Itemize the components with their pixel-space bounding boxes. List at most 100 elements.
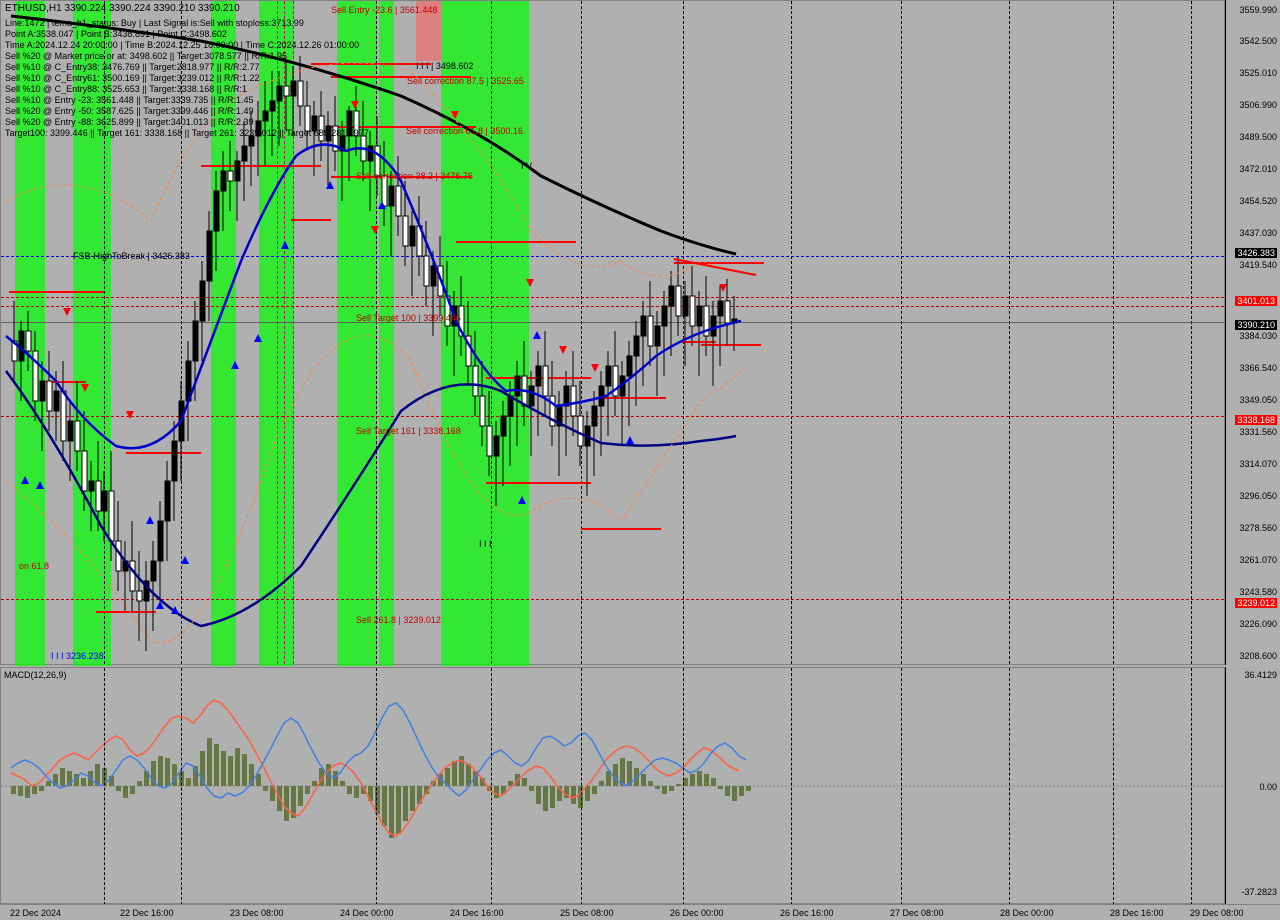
price-tick: 3384.030 (1239, 331, 1277, 341)
time-tick: 27 Dec 08:00 (890, 908, 944, 918)
price-tick: 3559.990 (1239, 5, 1277, 15)
overlay-label: Sell Target 100 | 3399.446 (356, 313, 461, 323)
envelope-lower (6, 335, 741, 642)
arrow-up-icon (146, 516, 154, 524)
price-tick: 3401.013 (1235, 296, 1277, 306)
macd-vline (1113, 668, 1114, 905)
price-tick: 3525.010 (1239, 68, 1277, 78)
price-tick: 3208.600 (1239, 651, 1277, 661)
price-tick: 3296.050 (1239, 491, 1277, 501)
price-axis: 3559.990 3542.500 3525.010 3506.990 3489.500… (1225, 0, 1280, 665)
price-tick: 3390.210 (1235, 320, 1277, 330)
info-line: Sell %10 @ C_Entry38: 3476.769 || Target… (5, 62, 259, 72)
arrow-up-icon (171, 606, 179, 614)
arrow-down-icon (63, 308, 71, 316)
overlay-label: I V (521, 161, 532, 171)
price-tick: 3331.560 (1239, 427, 1277, 437)
macd-vline (491, 668, 492, 905)
info-line: Line:1472 | tema_h1_status: Buy | Last S… (5, 18, 304, 28)
ma-fast-line (6, 145, 741, 449)
arrow-up-icon (36, 481, 44, 489)
info-line: Point A:3538.047 | Point B:3438.891 | Po… (5, 29, 227, 39)
info-line: Sell %20 @ Market price or at: 3498.602 … (5, 51, 287, 61)
macd-vline (901, 668, 902, 905)
time-tick: 22 Dec 2024 (10, 908, 61, 918)
macd-vline (1191, 668, 1192, 905)
overlay-label: Sell correction 38.2 | 3476.76 (356, 171, 473, 181)
main-price-chart[interactable]: ETHUSD,H1 3390.224 3390.224 3390.210 339… (0, 0, 1225, 665)
ma-slow-line (6, 371, 736, 626)
arrow-down-icon (591, 364, 599, 372)
time-tick: 22 Dec 16:00 (120, 908, 174, 918)
price-tick: 3437.030 (1239, 228, 1277, 238)
time-tick: 23 Dec 08:00 (230, 908, 284, 918)
overlay-label: Sell Target 161 | 3338.168 (356, 426, 461, 436)
macd-panel[interactable]: MACD(12,26,9) (0, 667, 1225, 904)
overlay-label: Sell correction 87.5 | 3525.65 (407, 76, 524, 86)
overlay-label: Sell correction 61.8 | 3500.16 (406, 126, 523, 136)
arrow-up-icon (21, 476, 29, 484)
overlay-label: on 61.8 (19, 561, 49, 571)
overlay-label: FSB-HighToBreak | 3426.383 (73, 251, 190, 261)
arrow-up-icon (326, 181, 334, 189)
overlay-label: Sell 261.8 | 3239.012 (356, 615, 441, 625)
info-line: Sell %20 @ Entry -50: 3587.625 || Target… (5, 106, 253, 116)
macd-svg (1, 668, 1226, 905)
price-tick: 3278.560 (1239, 523, 1277, 533)
chart-title: ETHUSD,H1 3390.224 3390.224 3390.210 339… (5, 3, 240, 14)
info-line: Time A:2024.12.24 20:00:00 | Time B:2024… (5, 40, 359, 50)
price-tick: 3239.012 (1235, 598, 1277, 608)
price-tick: 3426.383 (1235, 248, 1277, 258)
arrow-up-icon (254, 334, 262, 342)
price-tick: 3454.520 (1239, 196, 1277, 206)
arrow-down-icon (526, 279, 534, 287)
info-line: Sell %10 @ C_Entry61: 3500.169 || Target… (5, 73, 259, 83)
arrow-down-icon (719, 284, 727, 292)
macd-tick: 36.4129 (1244, 670, 1277, 680)
macd-vline (104, 668, 105, 905)
arrow-up-icon (181, 556, 189, 564)
info-line: Target100: 3399.446 || Target 161: 3338.… (5, 128, 369, 138)
arrow-up-icon (378, 201, 386, 209)
arrow-down-icon (371, 226, 379, 234)
overlay-label: I I I 3236.238 (51, 651, 104, 661)
macd-axis: 36.4129 0.00 -37.2823 (1225, 667, 1280, 904)
time-tick: 28 Dec 16:00 (1110, 908, 1164, 918)
time-tick: 26 Dec 16:00 (780, 908, 834, 918)
price-tick: 3472.010 (1239, 164, 1277, 174)
macd-vline (181, 668, 182, 905)
macd-vline (791, 668, 792, 905)
time-tick: 28 Dec 00:00 (1000, 908, 1054, 918)
price-tick: 3419.540 (1239, 260, 1277, 270)
macd-vline (683, 668, 684, 905)
price-tick: 3542.500 (1239, 36, 1277, 46)
arrow-down-icon (559, 346, 567, 354)
info-line: Sell %10 @ Entry -23: 3561.448 || Target… (5, 95, 253, 105)
macd-vline (376, 668, 377, 905)
macd-tick: 0.00 (1259, 782, 1277, 792)
arrow-up-icon (156, 601, 164, 609)
time-tick: 24 Dec 16:00 (450, 908, 504, 918)
macd-tick: -37.2823 (1241, 887, 1277, 897)
time-tick: 24 Dec 00:00 (340, 908, 394, 918)
arrow-down-icon (81, 384, 89, 392)
arrow-down-icon (351, 101, 359, 109)
time-tick: 25 Dec 08:00 (560, 908, 614, 918)
macd-vline (581, 668, 582, 905)
time-tick: 26 Dec 00:00 (670, 908, 724, 918)
chart-container: ETHUSD,H1 3390.224 3390.224 3390.210 339… (0, 0, 1280, 920)
arrow-up-icon (231, 361, 239, 369)
arrow-up-icon (626, 436, 634, 444)
price-tick: 3226.090 (1239, 619, 1277, 629)
arrow-up-icon (281, 241, 289, 249)
price-tick: 3314.070 (1239, 459, 1277, 469)
arrow-up-icon (518, 496, 526, 504)
time-axis: 22 Dec 2024 22 Dec 16:00 23 Dec 08:00 24 De… (0, 904, 1280, 920)
price-tick: 3338.168 (1235, 415, 1277, 425)
price-tick: 3261.070 (1239, 555, 1277, 565)
overlay-label: Sell Entry -23.6 | 3561.448 (331, 5, 437, 15)
price-tick: 3366.540 (1239, 363, 1277, 373)
price-tick: 3506.990 (1239, 100, 1277, 110)
price-tick: 3243.580 (1239, 587, 1277, 597)
price-tick: 3489.500 (1239, 132, 1277, 142)
